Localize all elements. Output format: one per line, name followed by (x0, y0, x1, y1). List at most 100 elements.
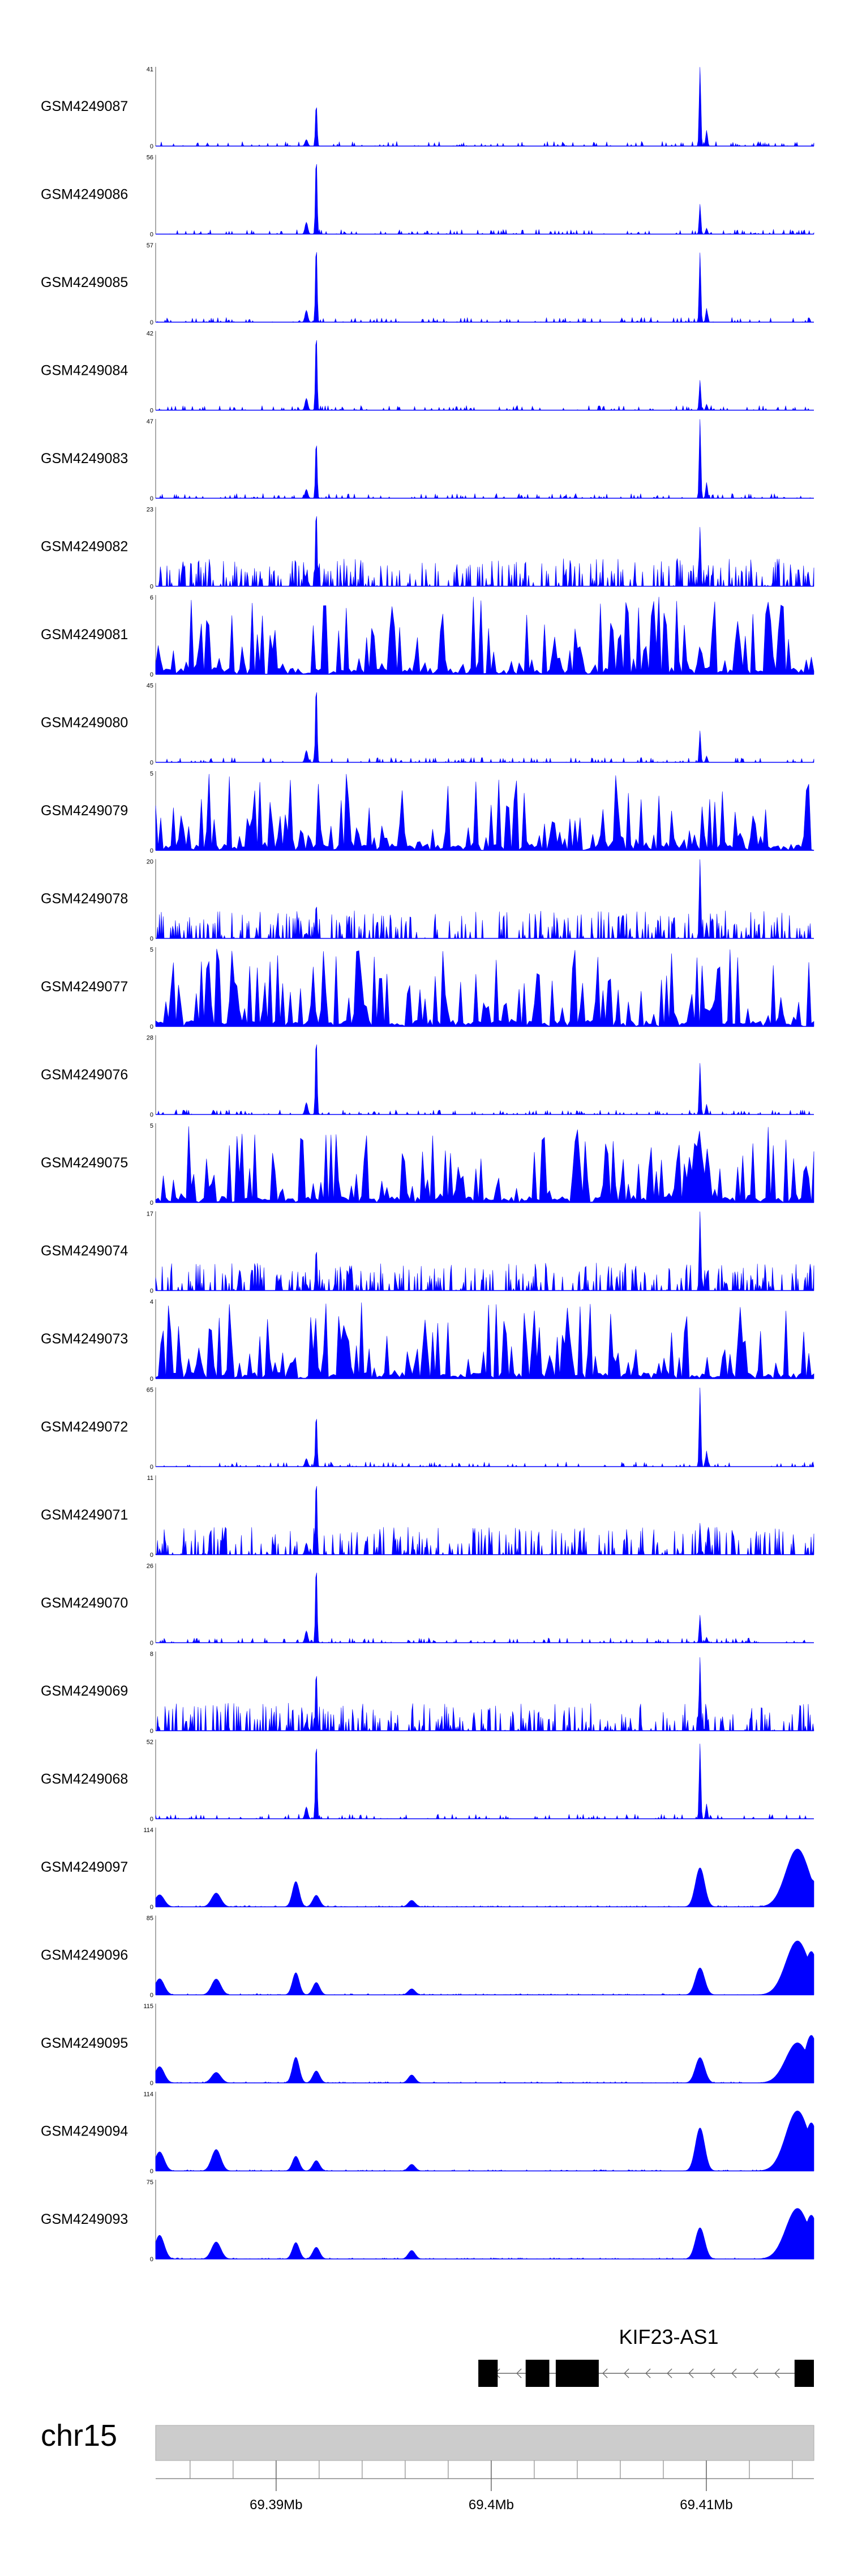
track-GSM4249082: GSM4249082 23 0 (41, 507, 814, 590)
track-GSM4249087: GSM4249087 41 0 (41, 66, 814, 150)
track-GSM4249080: GSM4249080 45 0 (41, 683, 814, 767)
strand-arrow (624, 2368, 629, 2378)
signal-area (155, 1486, 814, 1555)
strand-arrow (602, 2368, 608, 2378)
track-GSM4249077: GSM4249077 5 0 (41, 947, 814, 1030)
signal-area (155, 1940, 814, 1995)
signal-area (155, 774, 814, 851)
gene-track: KIF23-AS1 (478, 2325, 814, 2387)
signal-area (156, 1657, 814, 1732)
signal-area (155, 2208, 814, 2260)
strand-arrow (753, 2368, 758, 2378)
signal-area (156, 67, 814, 147)
y-min-tick-label: 0 (150, 1816, 153, 1823)
y-min-tick-label: 0 (150, 1024, 153, 1030)
signal-area (155, 419, 814, 499)
y-max-tick-label: 11 (147, 1475, 153, 1482)
y-min-tick-label: 0 (150, 1112, 153, 1119)
x-tick-label: 69.4Mb (469, 2497, 514, 2513)
track-GSM4249068: GSM4249068 52 0 (41, 1739, 814, 1823)
track-label: GSM4249077 (41, 979, 128, 995)
track-label: GSM4249074 (41, 1243, 128, 1259)
track-GSM4249085: GSM4249085 57 0 (41, 242, 814, 326)
y-min-tick-label: 0 (150, 2168, 153, 2175)
strand-arrow (667, 2368, 672, 2378)
track-GSM4249083: GSM4249083 47 0 (41, 418, 814, 502)
signal-area (155, 948, 814, 1027)
signal-area (156, 164, 814, 235)
signal-area (155, 1302, 814, 1379)
signal-area (155, 2035, 814, 2083)
track-label: GSM4249087 (41, 99, 128, 114)
track-GSM4249081: GSM4249081 6 0 (41, 594, 814, 678)
track-GSM4249076: GSM4249076 28 0 (41, 1035, 814, 1119)
signal-area (156, 692, 814, 763)
signal-area (156, 252, 814, 323)
x-tick-label: 69.41Mb (680, 2497, 732, 2513)
y-min-tick-label: 0 (150, 848, 153, 854)
chromosome-label: chr15 (41, 2419, 117, 2453)
track-GSM4249070: GSM4249070 26 0 (41, 1563, 814, 1647)
track-label: GSM4249094 (41, 2124, 128, 2139)
track-label: GSM4249085 (41, 275, 128, 290)
y-max-tick-label: 56 (147, 155, 153, 161)
exon (794, 2360, 814, 2387)
signal-area (156, 516, 814, 587)
y-max-tick-label: 26 (147, 1563, 153, 1570)
track-label: GSM4249082 (41, 539, 128, 555)
signal-area (155, 597, 814, 675)
y-min-tick-label: 0 (150, 760, 153, 767)
track-label: GSM4249093 (41, 2211, 128, 2227)
y-max-tick-label: 42 (147, 331, 153, 337)
signal-area (155, 1848, 814, 1907)
signal-area (156, 859, 814, 939)
track-label: GSM4249086 (41, 187, 128, 203)
y-min-tick-label: 0 (150, 143, 153, 150)
y-min-tick-label: 0 (150, 1904, 153, 1911)
track-GSM4249097: GSM4249097 114 0 (41, 1827, 814, 1911)
signal-area (155, 1126, 814, 1203)
signal-area (155, 1211, 814, 1291)
y-min-tick-label: 0 (150, 1376, 153, 1383)
y-min-tick-label: 0 (150, 1728, 153, 1735)
y-max-tick-label: 41 (147, 66, 153, 73)
y-max-tick-label: 8 (150, 1651, 153, 1658)
signal-area (155, 2111, 814, 2171)
y-max-tick-label: 75 (147, 2179, 153, 2186)
y-min-tick-label: 0 (150, 495, 153, 502)
track-GSM4249072: GSM4249072 65 0 (41, 1387, 814, 1471)
strand-arrow (516, 2368, 522, 2378)
track-label: GSM4249076 (41, 1067, 128, 1083)
track-label: GSM4249075 (41, 1155, 128, 1171)
track-label: GSM4249095 (41, 2035, 128, 2051)
track-label: GSM4249096 (41, 1948, 128, 1963)
track-label: GSM4249071 (41, 1507, 128, 1523)
y-max-tick-label: 23 (147, 507, 153, 514)
track-label: GSM4249072 (41, 1419, 128, 1435)
y-min-tick-label: 0 (150, 408, 153, 414)
y-min-tick-label: 0 (150, 671, 153, 678)
track-GSM4249069: GSM4249069 8 0 (41, 1651, 814, 1735)
gene-name-label: KIF23-AS1 (619, 2325, 718, 2348)
signal-area (156, 1044, 814, 1115)
track-label: GSM4249070 (41, 1595, 128, 1611)
strand-arrow (645, 2368, 651, 2378)
y-max-tick-label: 115 (143, 2003, 153, 2010)
y-max-tick-label: 6 (150, 594, 153, 601)
signal-area (156, 1572, 814, 1644)
track-GSM4249096: GSM4249096 85 0 (41, 1915, 814, 1999)
track-GSM4249086: GSM4249086 56 0 (41, 155, 814, 238)
strand-arrow (688, 2368, 694, 2378)
y-max-tick-label: 65 (147, 1387, 153, 1394)
y-max-tick-label: 5 (150, 1123, 153, 1129)
track-label: GSM4249073 (41, 1331, 128, 1347)
y-min-tick-label: 0 (150, 936, 153, 943)
y-min-tick-label: 0 (150, 1992, 153, 1999)
track-GSM4249078: GSM4249078 20 0 (41, 859, 814, 943)
y-min-tick-label: 0 (150, 1288, 153, 1295)
track-label: GSM4249097 (41, 1859, 128, 1875)
y-max-tick-label: 52 (147, 1739, 153, 1746)
y-max-tick-label: 28 (147, 1035, 153, 1042)
y-min-tick-label: 0 (150, 2080, 153, 2087)
